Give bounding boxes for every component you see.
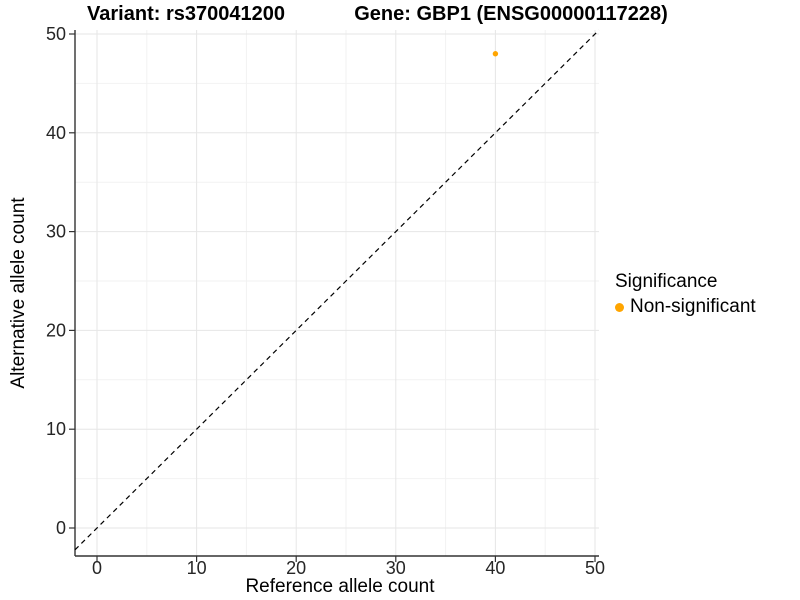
- legend-entry: Non-significant: [615, 296, 756, 318]
- data-point: [492, 51, 499, 57]
- y-axis-title: Alternative allele count: [8, 197, 29, 389]
- y-tick-label: 0: [56, 518, 66, 538]
- y-tick-label: 10: [46, 419, 66, 439]
- legend-title: Significance: [615, 271, 718, 292]
- legend: Significance Non-significant: [615, 271, 756, 318]
- y-tick-label: 50: [46, 24, 66, 44]
- x-axis-title: Reference allele count: [245, 576, 435, 597]
- x-tick-label: 50: [585, 558, 605, 578]
- plot-title-variant: Variant: rs370041200: [87, 3, 285, 25]
- legend-point-icon: [615, 302, 624, 312]
- x-tick-label: 40: [485, 558, 505, 578]
- x-tick-label: 30: [386, 558, 406, 578]
- y-tick-label: 40: [46, 123, 66, 143]
- x-tick-label: 0: [92, 558, 102, 578]
- x-tick-label: 20: [286, 558, 306, 578]
- legend-entry-label: Non-significant: [630, 296, 756, 317]
- plot-title-gene: Gene: GBP1 (ENSG00000117228): [354, 3, 668, 25]
- identity-reference-line: [74, 29, 600, 551]
- y-tick-label: 20: [46, 320, 66, 340]
- y-tick-label: 30: [46, 222, 66, 242]
- x-tick-label: 10: [187, 558, 207, 578]
